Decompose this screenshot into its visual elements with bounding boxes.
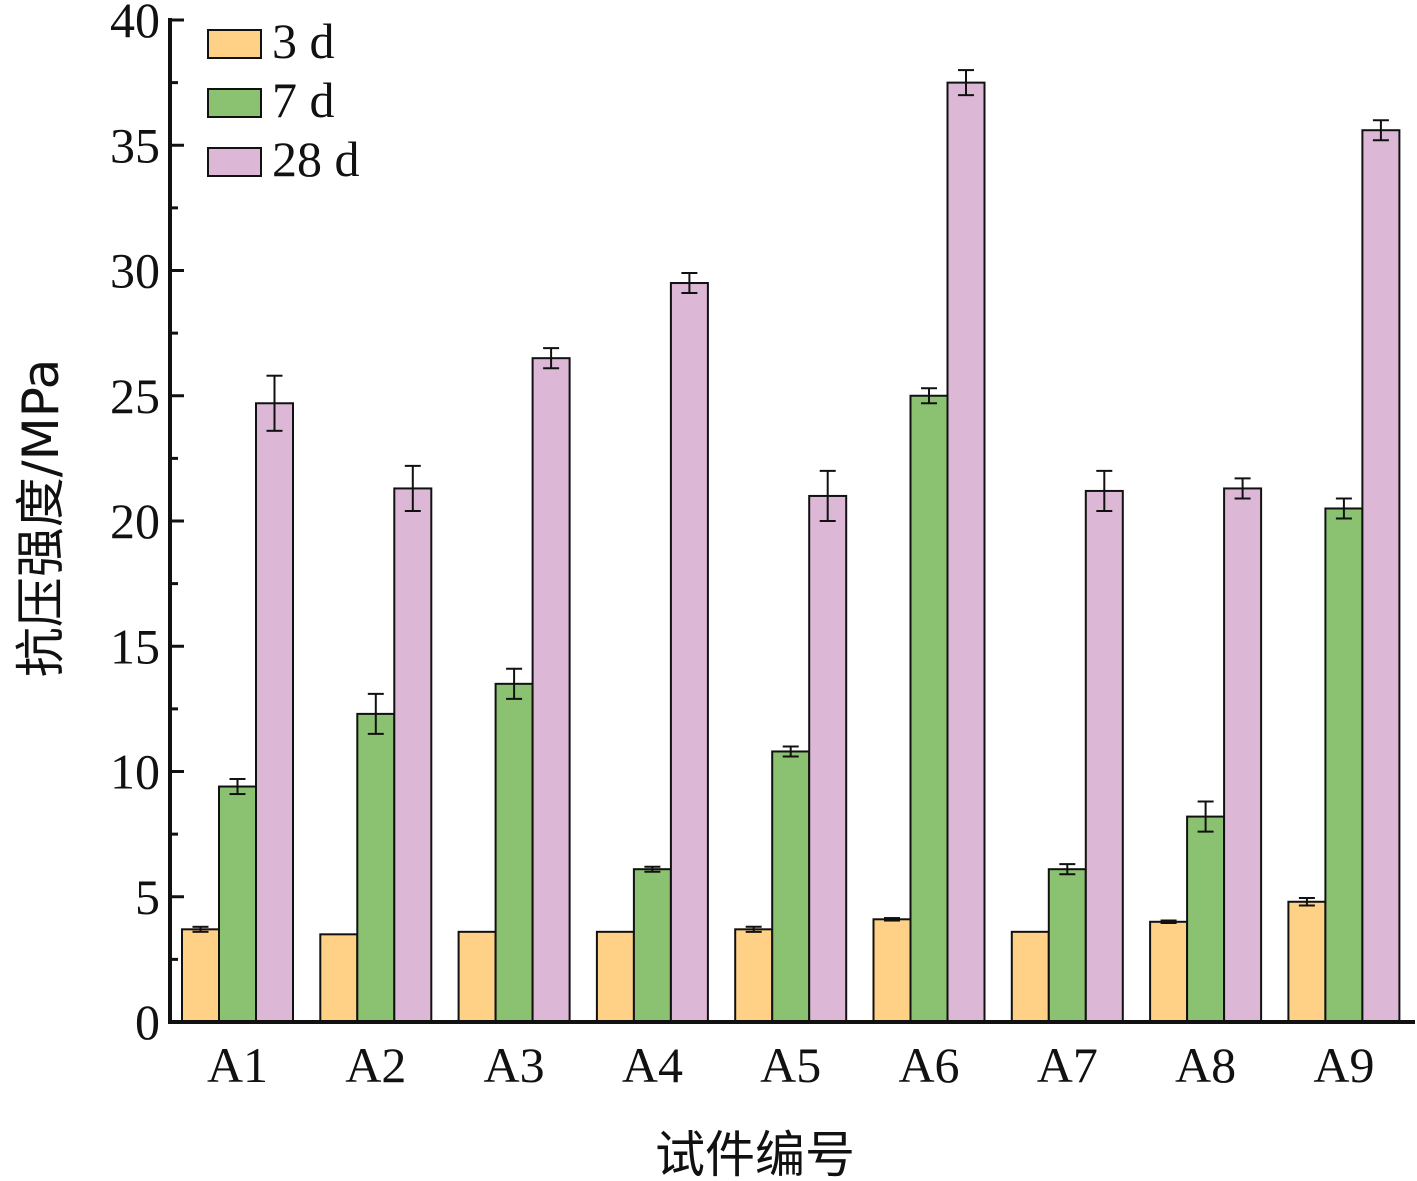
- bar-A4-3d: [595, 930, 635, 1024]
- y-tick-label: 35: [110, 117, 160, 173]
- x-tick-label-A5: A5: [760, 1037, 821, 1093]
- legend-label-7d: 7 d: [272, 72, 335, 128]
- y-tick-label: 0: [135, 994, 160, 1050]
- bar-A6-28d: [946, 81, 986, 1023]
- x-tick-label-A2: A2: [345, 1037, 406, 1093]
- y-tick-label: 5: [135, 869, 160, 925]
- x-axis-title: 试件编号: [655, 1126, 855, 1181]
- bar-A7-28d: [1084, 489, 1124, 1023]
- bar-A7-3d: [1010, 930, 1050, 1024]
- y-tick-label: 15: [110, 618, 160, 674]
- legend-swatch-28d: [207, 147, 262, 177]
- y-tick-label: 25: [110, 368, 160, 424]
- bar-A5-7d: [771, 750, 811, 1024]
- bar-A1-3d: [181, 928, 220, 1023]
- bars-layer: [181, 69, 1401, 1024]
- bar-A6-7d: [909, 394, 949, 1023]
- bar-A3-3d: [457, 930, 497, 1024]
- bar-A1-28d: [255, 402, 294, 1023]
- x-tick-label-A4: A4: [622, 1037, 683, 1093]
- bar-A1-7d: [218, 785, 257, 1024]
- x-tick-label-A8: A8: [1175, 1037, 1236, 1093]
- legend-swatch-7d: [207, 88, 262, 118]
- bar-A3-7d: [494, 682, 534, 1023]
- y-tick-label: 10: [110, 744, 160, 800]
- legend: 3 d7 d28 d: [207, 13, 360, 187]
- bar-A6-3d: [872, 918, 912, 1023]
- y-tick-label: 30: [110, 243, 160, 299]
- bar-A8-3d: [1149, 920, 1189, 1023]
- x-tick-label-A3: A3: [484, 1037, 545, 1093]
- x-tick-label-A6: A6: [898, 1037, 959, 1093]
- x-tick-label-A7: A7: [1037, 1037, 1098, 1093]
- axes-layer: 0 5 10 15 20 25 30 35 40 A1 A2 A3 A4 A5 A6 A7 A8 A9: [110, 0, 1415, 1093]
- bar-A2-7d: [356, 712, 396, 1023]
- x-tick-label-A9: A9: [1313, 1037, 1374, 1093]
- bar-A9-3d: [1287, 900, 1327, 1024]
- bar-A5-3d: [734, 928, 774, 1023]
- x-tick-label-A1: A1: [207, 1037, 268, 1093]
- bar-A4-28d: [669, 282, 709, 1023]
- bar-A8-7d: [1186, 815, 1226, 1024]
- bar-A2-3d: [319, 933, 359, 1024]
- legend-label-3d: 3 d: [272, 13, 335, 69]
- bar-A4-7d: [632, 868, 672, 1023]
- bar-A9-7d: [1324, 507, 1364, 1024]
- y-tick-label: 20: [110, 493, 160, 549]
- bar-A5-28d: [808, 494, 848, 1023]
- legend-label-28d: 28 d: [272, 131, 360, 187]
- bar-A7-7d: [1047, 868, 1087, 1023]
- bar-A8-28d: [1223, 487, 1263, 1023]
- legend-swatch-3d: [207, 29, 262, 59]
- bar-A3-28d: [531, 357, 571, 1023]
- bar-A2-28d: [393, 487, 433, 1023]
- bar-A9-28d: [1361, 129, 1401, 1024]
- y-axis-title: 抗压强度/MPa: [12, 359, 70, 678]
- y-tick-label: 40: [110, 0, 160, 48]
